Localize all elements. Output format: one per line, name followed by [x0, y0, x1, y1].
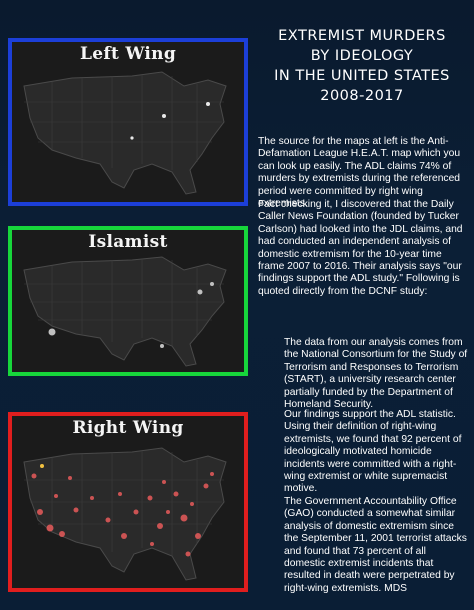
quote-paragraph-data-source: The data from our analysis comes from th… — [284, 337, 468, 411]
quote-paragraph-findings: Our findings support the ADL statistic. … — [284, 409, 462, 495]
headline-line-1: EXTREMIST MURDERS — [278, 28, 446, 44]
left-wing-map-panel: Left Wing — [8, 38, 248, 206]
paragraph-fact-check: Fact checking it, I discovered that the … — [258, 199, 463, 297]
left-wing-us-map — [12, 42, 244, 202]
islamist-map-panel: Islamist — [8, 226, 248, 376]
right-wing-map-title: Right Wing — [72, 418, 184, 438]
paragraph-source: The source for the maps at left is the A… — [258, 136, 461, 210]
headline-line-2: BY IDEOLOGY — [310, 48, 414, 64]
headline: EXTREMIST MURDERS BY IDEOLOGY IN THE UNI… — [260, 26, 464, 106]
right-wing-us-map — [12, 416, 244, 588]
islamist-map-title: Islamist — [88, 232, 168, 252]
headline-line-3: IN THE UNITED STATES — [274, 68, 450, 84]
quote-paragraph-gao: The Government Accountability Office (GA… — [284, 496, 467, 594]
right-wing-map-panel: Right Wing — [8, 412, 248, 592]
islamist-us-map — [12, 230, 244, 372]
left-wing-map-title: Left Wing — [79, 44, 177, 64]
headline-line-4: 2008-2017 — [320, 88, 404, 104]
